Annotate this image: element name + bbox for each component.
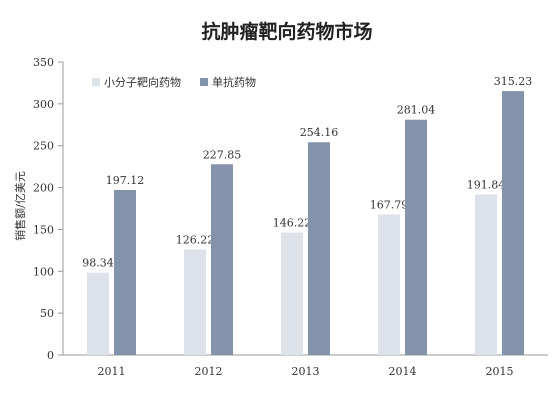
legend-label: 单抗药物	[212, 75, 256, 89]
y-axis-label: 销售额/亿美元	[13, 171, 27, 241]
y-tick-label: 300	[33, 98, 54, 111]
data-label: 126.22	[176, 233, 215, 246]
data-label: 315.23	[494, 75, 533, 88]
data-label: 227.85	[203, 148, 242, 161]
y-tick-label: 350	[33, 56, 54, 69]
bar-small-molecule	[281, 232, 303, 355]
x-tick-label: 2012	[195, 365, 223, 378]
data-label: 146.22	[273, 217, 312, 230]
bar-series: 98.34 197.12 126.22 227.85 146.22 254.16 167.7…	[82, 75, 533, 356]
data-label: 254.16	[300, 126, 339, 139]
x-tick-label: 2011	[98, 365, 126, 378]
data-label: 98.34	[82, 257, 114, 270]
bar-small-molecule	[184, 249, 206, 355]
bar-small-molecule	[378, 214, 400, 355]
y-tick-label: 100	[33, 265, 54, 278]
bar-small-molecule	[87, 272, 109, 355]
y-tick-label: 0	[47, 349, 54, 362]
y-tick-label: 150	[33, 223, 54, 236]
bar-antibody	[211, 164, 233, 355]
x-tick-label: 2013	[292, 365, 320, 378]
legend-label: 小分子靶向药物	[104, 75, 181, 89]
y-tick-label: 250	[33, 140, 54, 153]
x-axis-ticks: 2011 2012 2013 2014 2015	[98, 365, 514, 378]
y-tick-label: 200	[33, 182, 54, 195]
chart-title: 抗肿瘤靶向药物市场	[201, 20, 372, 43]
x-tick-label: 2015	[486, 365, 514, 378]
data-label: 197.12	[106, 174, 145, 187]
y-axis-ticks: 0 50 100 150 200 250 300 350	[33, 56, 63, 362]
bar-antibody	[114, 189, 136, 355]
bar-small-molecule	[475, 194, 497, 355]
legend-swatch	[200, 78, 208, 86]
legend: 小分子靶向药物 单抗药物	[92, 75, 256, 89]
data-label: 167.79	[370, 199, 409, 212]
x-tick-label: 2014	[389, 365, 417, 378]
bar-antibody	[405, 119, 427, 355]
bar-antibody	[502, 91, 524, 356]
data-label: 191.84	[467, 178, 506, 191]
bar-antibody	[308, 142, 330, 355]
data-label: 281.04	[397, 104, 436, 117]
legend-swatch	[92, 78, 100, 86]
y-tick-label: 50	[40, 307, 54, 320]
